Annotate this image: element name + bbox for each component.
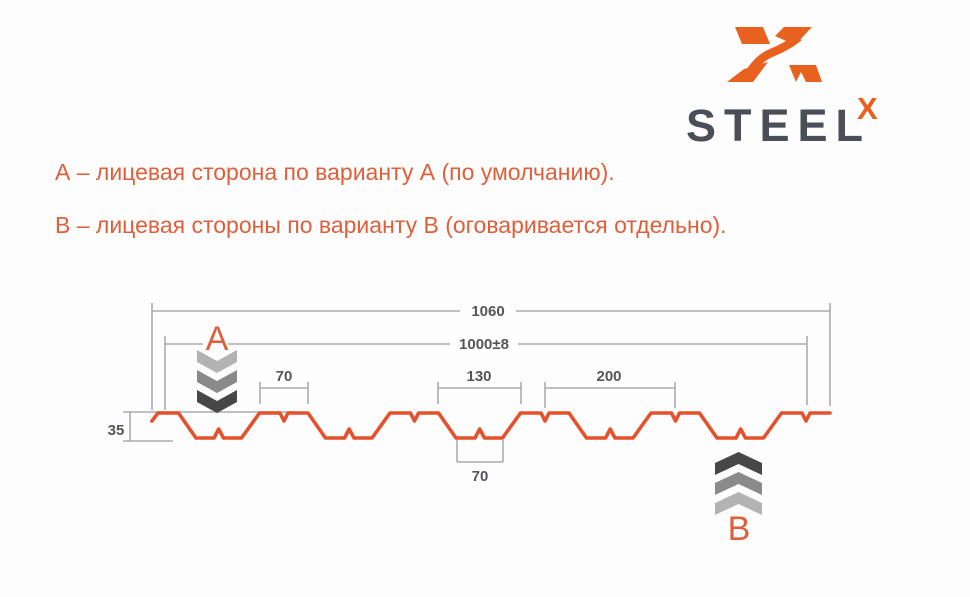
chevron-a-light bbox=[197, 350, 237, 373]
logo-chain-link-stroke bbox=[746, 33, 802, 75]
dim-130-label: 130 bbox=[466, 368, 491, 385]
brand-x-superscript: X bbox=[857, 91, 878, 126]
logo-arm-notch bbox=[796, 72, 806, 82]
dim-70-top-label: 70 bbox=[276, 368, 293, 385]
variant-a-chevron-down-icon bbox=[197, 350, 237, 413]
sheet-profile-line bbox=[150, 411, 832, 440]
variant-a-letter: A bbox=[206, 320, 229, 358]
chevron-b-light bbox=[715, 492, 762, 515]
dimension-lines bbox=[123, 303, 831, 463]
chevron-a-mid bbox=[197, 370, 237, 393]
chevron-b-dark bbox=[715, 452, 762, 475]
logo-top-left-arm bbox=[735, 27, 770, 44]
steelx-logo-x-icon bbox=[727, 27, 822, 82]
chevron-b-mid bbox=[715, 472, 762, 495]
brand-wordmark: STEEL bbox=[686, 100, 872, 151]
dim-1060-label: 1060 bbox=[471, 303, 504, 320]
logo-bottom-right-arm bbox=[789, 65, 822, 82]
dim-70-bottom-label: 70 bbox=[472, 468, 489, 485]
dim-35-label: 35 bbox=[108, 422, 125, 439]
variant-b-letter: B bbox=[728, 510, 751, 548]
chevron-a-dark bbox=[197, 390, 237, 413]
dim-1000-label: 1000±8 bbox=[459, 336, 509, 353]
dim-200-label: 200 bbox=[596, 368, 621, 385]
note-variant-b: В – лицевая стороны по варианту В (огова… bbox=[55, 212, 727, 238]
note-variant-a: А – лицевая сторона по варианту А (по ум… bbox=[55, 159, 615, 185]
variant-b-chevron-up-icon bbox=[715, 452, 762, 515]
